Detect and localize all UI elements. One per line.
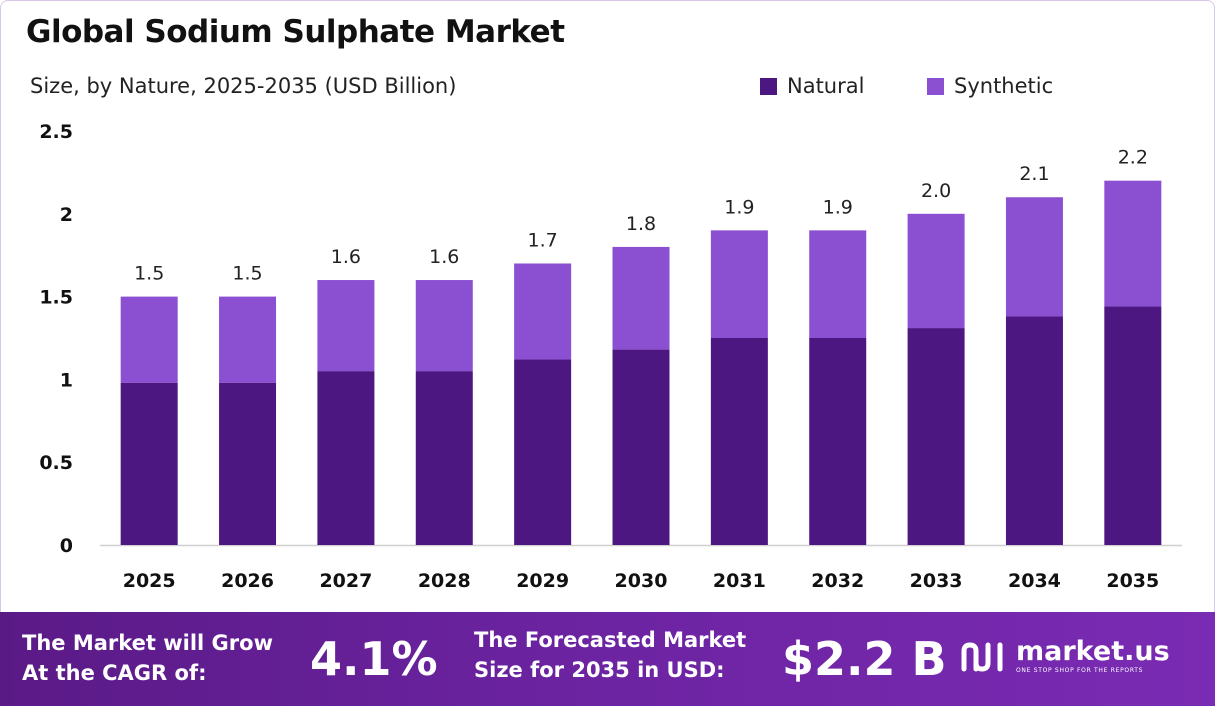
bar-natural-2025 (120, 382, 178, 545)
forecast-label: The Forecasted Market Size for 2035 in U… (474, 625, 746, 685)
forecast-label-line1: The Forecasted Market (474, 628, 747, 652)
brand-name: market.us (1016, 636, 1170, 667)
y-tick-label: 1 (60, 369, 73, 391)
y-tick-label: 0.5 (39, 452, 73, 474)
cagr-value: 4.1% (310, 632, 438, 686)
legend-item-natural: Natural (760, 74, 864, 98)
cagr-label-line1: The Market will Grow (22, 631, 273, 655)
data-label-total: 1.6 (429, 246, 459, 268)
x-tick-label: 2035 (1106, 570, 1159, 592)
x-tick-label: 2031 (713, 570, 766, 592)
bar-synthetic-2035 (1104, 180, 1162, 307)
data-label-total: 1.8 (626, 213, 656, 235)
x-tick-label: 2032 (811, 570, 864, 592)
cagr-label: The Market will Grow At the CAGR of: (22, 628, 273, 688)
legend-item-synthetic: Synthetic (927, 74, 1053, 98)
x-tick-label: 2033 (910, 570, 963, 592)
x-tick-label: 2026 (221, 570, 274, 592)
legend-swatch-synthetic (927, 77, 944, 95)
forecast-label-line2: Size for 2035 in USD: (474, 658, 725, 682)
bar-synthetic-2030 (612, 246, 670, 350)
x-tick-label: 2027 (319, 570, 372, 592)
market-us-logo-icon (961, 641, 1003, 672)
y-tick-label: 1.5 (39, 287, 73, 309)
data-label-total: 1.9 (724, 196, 754, 218)
data-label-total: 2.2 (1118, 147, 1148, 169)
bar-natural-2026 (219, 382, 277, 545)
x-tick-label: 2029 (516, 570, 569, 592)
bar-natural-2030 (612, 349, 670, 545)
bar-synthetic-2028 (415, 280, 473, 372)
data-label-total: 1.5 (232, 263, 262, 285)
bar-synthetic-2029 (514, 263, 572, 360)
chart-title: Global Sodium Sulphate Market (26, 14, 565, 50)
x-tick-label: 2025 (123, 570, 176, 592)
bar-synthetic-2031 (710, 230, 768, 338)
bar-natural-2031 (710, 338, 768, 545)
bar-synthetic-2033 (907, 213, 965, 329)
y-tick-label: 2 (60, 204, 73, 226)
bar-synthetic-2034 (1005, 197, 1063, 317)
data-label-total: 1.7 (528, 229, 558, 251)
bar-synthetic-2026 (219, 296, 277, 383)
chart-subtitle: Size, by Nature, 2025-2035 (USD Billion) (30, 74, 457, 98)
bar-synthetic-2025 (120, 296, 178, 383)
forecast-value: $2.2 B (782, 632, 947, 686)
bar-synthetic-2032 (809, 230, 867, 338)
x-tick-label: 2028 (418, 570, 471, 592)
data-label-total: 1.5 (134, 263, 164, 285)
cagr-label-line2: At the CAGR of: (22, 661, 207, 685)
data-label-total: 2.1 (1019, 163, 1049, 185)
data-label-total: 2.0 (921, 180, 951, 202)
bar-natural-2027 (317, 371, 375, 545)
bar-natural-2032 (809, 338, 867, 545)
footer-banner: The Market will Grow At the CAGR of: 4.1… (0, 612, 1215, 706)
bar-natural-2034 (1005, 316, 1063, 545)
bar-natural-2028 (415, 371, 473, 545)
y-tick-label: 0 (60, 535, 73, 557)
y-tick-label: 2.5 (39, 121, 73, 143)
x-tick-label: 2030 (615, 570, 668, 592)
bar-natural-2035 (1104, 306, 1162, 545)
data-label-total: 1.6 (331, 246, 361, 268)
bar-synthetic-2027 (317, 280, 375, 372)
brand-logo: market.us ONE STOP SHOP FOR THE REPORTS (960, 638, 1170, 675)
legend-label-synthetic: Synthetic (954, 74, 1054, 98)
bar-natural-2033 (907, 328, 965, 545)
brand-tagline: ONE STOP SHOP FOR THE REPORTS (1016, 667, 1144, 674)
legend-swatch-natural (760, 77, 777, 95)
x-tick-label: 2034 (1008, 570, 1061, 592)
bar-natural-2029 (514, 359, 572, 545)
bar-chart-plot: 0 0.5 1 1.5 2 2.5 1.5 2025 1.5 2026 1.6 2027 1.6 2028… (39, 121, 1182, 592)
legend-label-natural: Natural (787, 74, 865, 98)
data-label-total: 1.9 (823, 196, 853, 218)
